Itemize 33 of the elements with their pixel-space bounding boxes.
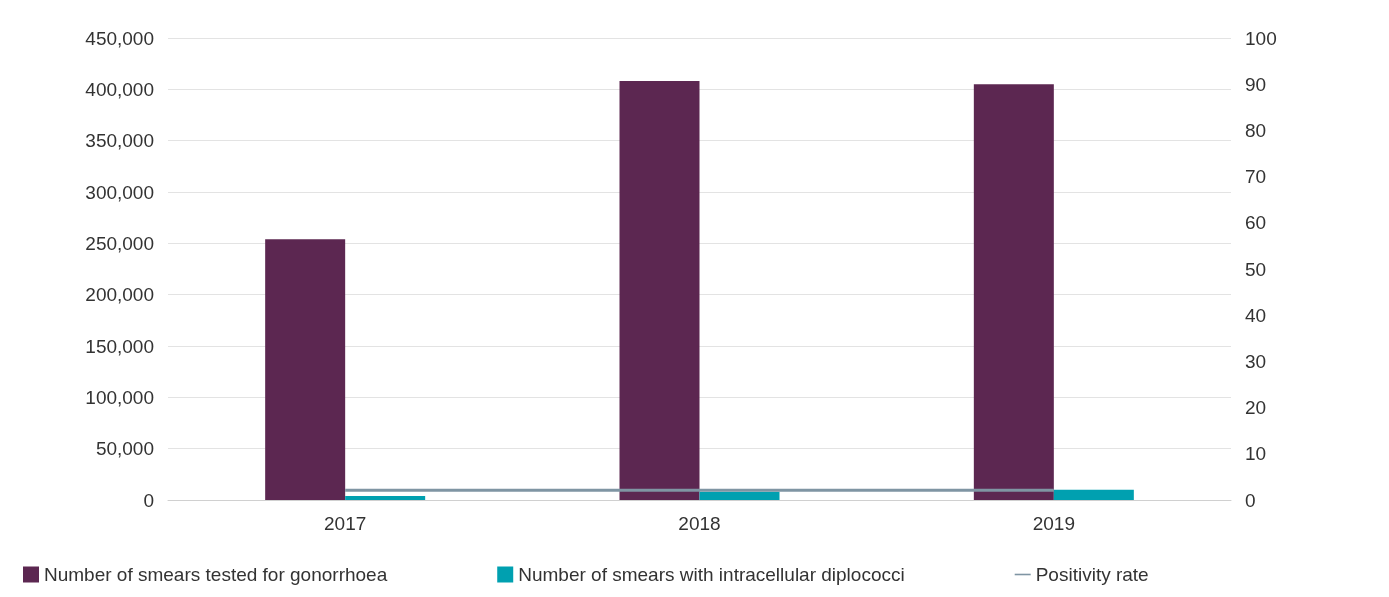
y2-tick-label: 50	[1245, 258, 1267, 280]
y-tick-label: 450,000	[85, 27, 154, 49]
y-tick-label: 200,000	[85, 284, 154, 306]
y2-tick-label: 60	[1245, 212, 1267, 234]
bar	[265, 239, 346, 500]
bar	[1053, 489, 1134, 500]
y2-tick-label: 70	[1245, 166, 1267, 188]
y2-tick-label: 90	[1245, 73, 1267, 95]
bar	[699, 491, 780, 500]
y-tick-label: 150,000	[85, 335, 154, 357]
y-tick-label: 50,000	[95, 438, 154, 460]
bar	[619, 81, 700, 500]
bar	[973, 84, 1054, 500]
legend-label: Positivity rate	[1035, 564, 1149, 585]
y2-tick-label: 40	[1245, 304, 1267, 326]
x-tick-label: 2019	[1032, 513, 1075, 534]
y-tick-label: 250,000	[85, 232, 154, 254]
legend-label: Number of smears tested for gonorrhoea	[44, 564, 388, 585]
y-tick-label: 400,000	[85, 78, 154, 100]
y-tick-label: 100,000	[85, 386, 154, 408]
y2-tick-label: 10	[1245, 443, 1267, 465]
y-tick-label: 300,000	[85, 181, 154, 203]
bar	[345, 495, 426, 500]
y-tick-label: 350,000	[85, 130, 154, 152]
y2-tick-label: 20	[1245, 397, 1267, 419]
x-tick-label: 2017	[324, 513, 367, 534]
y2-tick-label: 80	[1245, 119, 1267, 141]
y2-tick-label: 100	[1245, 27, 1277, 49]
legend-label: Number of smears with intracellular diplococci	[518, 564, 905, 585]
x-tick-label: 2018	[678, 513, 721, 534]
y2-tick-label: 0	[1245, 489, 1256, 511]
y2-tick-label: 30	[1245, 350, 1267, 372]
y-tick-label: 0	[143, 489, 154, 511]
